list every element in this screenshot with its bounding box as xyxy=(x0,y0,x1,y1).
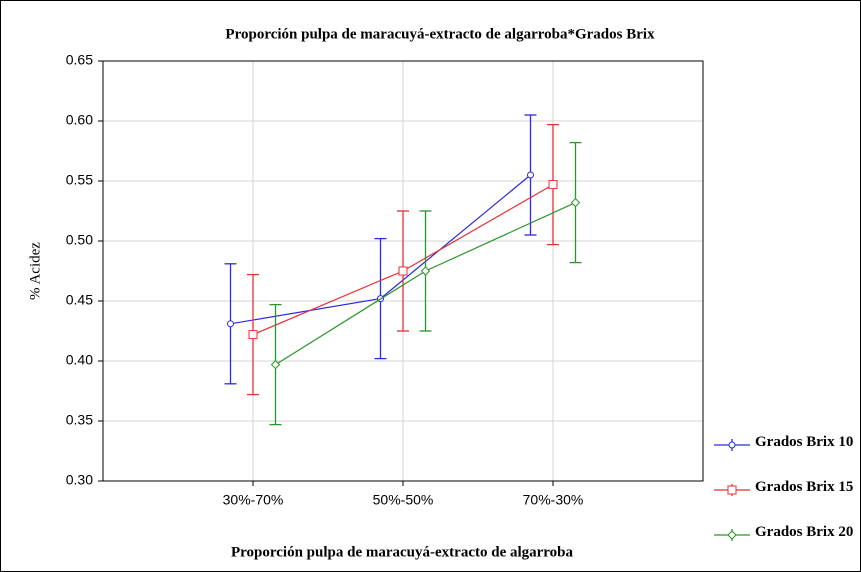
y-tick-label: 0.35 xyxy=(66,412,93,428)
marker xyxy=(398,266,408,276)
marker xyxy=(227,320,234,328)
marker xyxy=(270,359,281,370)
marker xyxy=(548,180,558,190)
legend-entry: Grados Brix 20 xyxy=(712,524,861,569)
chart-title: Proporción pulpa de maracuyá-extracto de… xyxy=(225,26,655,42)
legend-entry: Grados Brix 10 xyxy=(712,434,861,479)
legend: Grados Brix 10 Grados Brix 15 Grados Brix … xyxy=(712,434,861,569)
marker xyxy=(420,266,431,276)
plot-border xyxy=(102,60,704,482)
x-tick-label: 50%-50% xyxy=(373,492,434,508)
y-tick-label: 0.40 xyxy=(66,352,93,368)
marker xyxy=(570,197,581,208)
y-tick-label: 0.45 xyxy=(66,292,93,308)
y-tick-label: 0.60 xyxy=(66,112,93,128)
marker xyxy=(728,441,736,449)
y-tick-label: 0.30 xyxy=(66,472,93,488)
y-tick-label: 0.55 xyxy=(66,172,93,188)
x-axis-label: Proporción pulpa de maracuyá-extracto de… xyxy=(231,544,574,560)
y-tick-label: 0.50 xyxy=(66,232,93,248)
marker xyxy=(527,171,534,179)
legend-label: Grados Brix 10 xyxy=(755,434,854,450)
legend-label: Grados Brix 15 xyxy=(755,479,854,495)
marker xyxy=(727,530,737,540)
marker xyxy=(727,485,737,495)
legend-swatch xyxy=(714,484,750,496)
legend-entry: Grados Brix 15 xyxy=(712,479,861,524)
x-tick-label: 30%-70% xyxy=(223,492,284,508)
marker xyxy=(248,330,258,340)
legend-label: Grados Brix 20 xyxy=(755,524,854,540)
y-tick-label: 0.65 xyxy=(66,52,93,68)
x-tick-label: 70%-30% xyxy=(523,492,584,508)
y-axis-label: % Acidez xyxy=(27,242,43,300)
legend-swatch xyxy=(714,529,750,541)
legend-swatch xyxy=(714,439,750,451)
